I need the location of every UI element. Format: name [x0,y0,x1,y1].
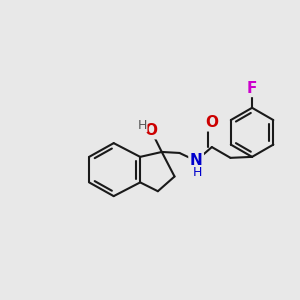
Text: F: F [247,81,257,96]
Text: H: H [137,118,147,132]
Text: O: O [205,115,218,130]
Text: H: H [193,166,202,179]
Text: O: O [145,123,158,138]
Text: N: N [190,153,203,168]
